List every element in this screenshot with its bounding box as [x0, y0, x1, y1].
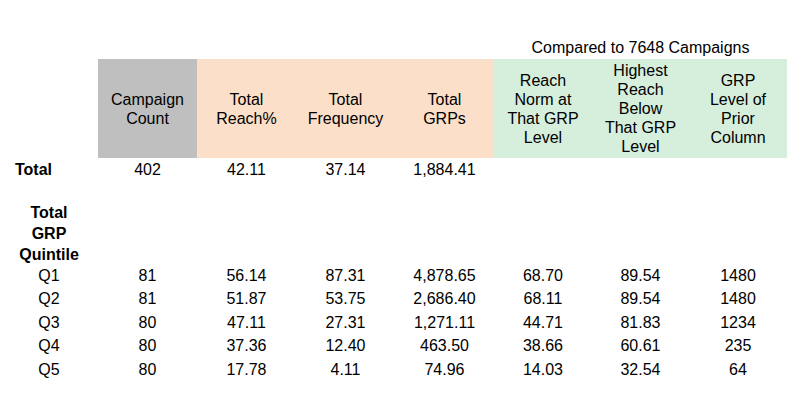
table-row-q5: Q5 80 17.78 4.11 74.96 14.03 32.54 64 [0, 358, 787, 382]
table-row-q2: Q2 81 51.87 53.75 2,686.40 68.11 89.54 1… [0, 287, 787, 311]
table-cell: 64 [689, 358, 787, 382]
table-cell [494, 158, 592, 182]
table-cell: 27.31 [296, 311, 395, 335]
row-label-total: Total [0, 158, 98, 182]
table-row-q1: Q1 81 56.14 87.31 4,878.65 68.70 89.54 1… [0, 264, 787, 288]
table-cell: 1480 [689, 264, 787, 288]
table-row-q4: Q4 80 37.36 12.40 463.50 38.66 60.61 235 [0, 334, 787, 358]
table-cell: 53.75 [296, 287, 395, 311]
table-cell: 80 [98, 311, 197, 335]
table-cell: 81 [98, 287, 197, 311]
table-cell: 56.14 [197, 264, 296, 288]
table-cell: 81 [98, 264, 197, 288]
table-cell: 4.11 [296, 358, 395, 382]
table-cell: 37.14 [296, 158, 395, 182]
header-highest-reach-below: Highest Reach Below That GRP Level [592, 59, 689, 158]
table-cell: 4,878.65 [395, 264, 494, 288]
report-table-page: Compared to 7648 Campaigns Campaign Coun… [0, 0, 800, 419]
table-cell: 89.54 [592, 264, 689, 288]
table-cell: 68.11 [494, 287, 592, 311]
table-cell: 38.66 [494, 334, 592, 358]
table-cell: 402 [98, 158, 197, 182]
table-cell: 12.40 [296, 334, 395, 358]
table-cell: 1,271.11 [395, 311, 494, 335]
table-cell: 37.36 [197, 334, 296, 358]
table-cell [592, 158, 689, 182]
header-reach-norm: Reach Norm at That GRP Level [494, 59, 592, 158]
compare-group-label: Compared to 7648 Campaigns [494, 37, 787, 58]
table-row-total: Total 402 42.11 37.14 1,884.41 [0, 158, 787, 182]
table-cell: 89.54 [592, 287, 689, 311]
header-total-grps: Total GRPs [395, 59, 494, 158]
header-total-reach-pct: Total Reach% [197, 59, 296, 158]
section-label-total-grp-quintile: Total GRP Quintile [0, 202, 98, 265]
row-label-q2: Q2 [0, 287, 98, 311]
table-cell: 32.54 [592, 358, 689, 382]
table-cell: 235 [689, 334, 787, 358]
table-cell: 44.71 [494, 311, 592, 335]
table-cell: 463.50 [395, 334, 494, 358]
row-label-q3: Q3 [0, 311, 98, 335]
header-campaign-count: Campaign Count [98, 59, 197, 158]
table-cell: 42.11 [197, 158, 296, 182]
header-total-frequency: Total Frequency [296, 59, 395, 158]
table-cell: 17.78 [197, 358, 296, 382]
row-label-q4: Q4 [0, 334, 98, 358]
table-cell: 87.31 [296, 264, 395, 288]
table-header-row: Campaign Count Total Reach% Total Freque… [98, 59, 787, 158]
table-cell: 47.11 [197, 311, 296, 335]
row-label-q5: Q5 [0, 358, 98, 382]
table-cell: 51.87 [197, 287, 296, 311]
table-cell: 81.83 [592, 311, 689, 335]
table-cell: 1,884.41 [395, 158, 494, 182]
table-cell: 80 [98, 334, 197, 358]
table-cell: 68.70 [494, 264, 592, 288]
table-cell: 1234 [689, 311, 787, 335]
header-grp-level-prior: GRP Level of Prior Column [689, 59, 787, 158]
row-label-q1: Q1 [0, 264, 98, 288]
table-cell: 1480 [689, 287, 787, 311]
table-cell: 2,686.40 [395, 287, 494, 311]
table-cell: 60.61 [592, 334, 689, 358]
table-cell [689, 158, 787, 182]
table-cell: 14.03 [494, 358, 592, 382]
table-cell: 74.96 [395, 358, 494, 382]
table-cell: 80 [98, 358, 197, 382]
table-row-q3: Q3 80 47.11 27.31 1,271.11 44.71 81.83 1… [0, 311, 787, 335]
